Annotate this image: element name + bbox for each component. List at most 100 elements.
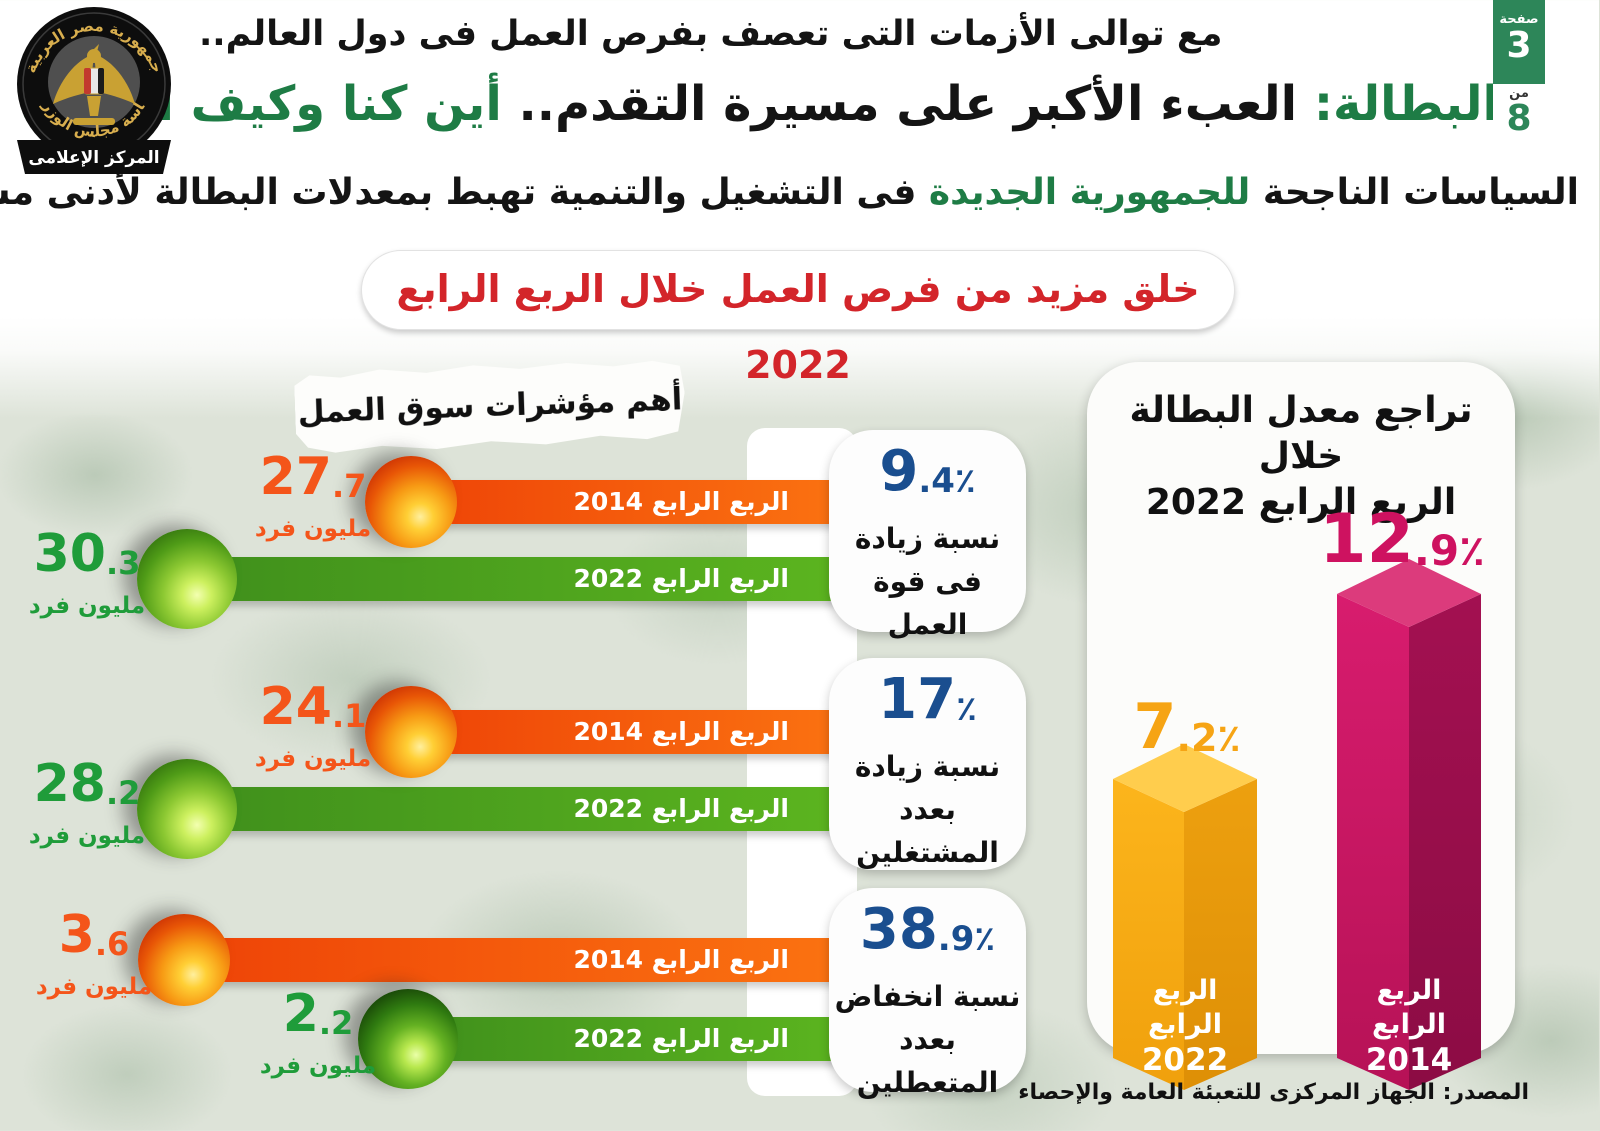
sphere-orange-unemployed <box>139 914 231 1006</box>
percent-sign-icon: ٪ <box>957 689 978 729</box>
page-of-word: من <box>1510 86 1530 101</box>
bar-2014-employed: الربع الرابع 2014 <box>412 710 850 754</box>
value-frac: .3 <box>106 544 142 582</box>
headline-sub-green: للجمهورية الجديدة <box>917 172 1252 213</box>
value-2014-labor-force: 27.7 مليون فرد <box>239 450 389 542</box>
column-label-text: الربع الرابع <box>1148 975 1224 1040</box>
page-indicator: صفحة 3 من 8 <box>1494 0 1546 144</box>
value-frac: .9٪ <box>1414 526 1486 575</box>
headline-sub-black2: فى التشغيل والتنمية تهبط بمعدلات البطالة… <box>0 172 918 213</box>
percent-int: 9 <box>880 439 920 504</box>
percent-sign-icon: ٪ <box>975 919 997 959</box>
bar-2022-employed: الربع الرابع 2022 <box>188 787 850 831</box>
bar-label-2022: الربع الرابع 2022 <box>574 564 790 593</box>
bar-label-2022: الربع الرابع 2022 <box>574 1024 790 1053</box>
bar-2014-unemployed: الربع الرابع 2014 <box>185 938 850 982</box>
sphere-green-labor-force <box>138 529 238 629</box>
sphere-orange-employed <box>366 686 458 778</box>
sphere-green-employed <box>138 759 238 859</box>
column-label-year: 2022 <box>1142 1042 1230 1078</box>
value-2014-employed: 24.1 مليون فرد <box>239 680 389 772</box>
page-total: 8 <box>1507 98 1533 139</box>
value-unit: مليون فرد <box>255 516 373 542</box>
logo-ribbon-text: المركز الإعلامى <box>29 148 160 168</box>
stat-desc-line: العمل <box>888 608 969 641</box>
value-int: 3 <box>59 905 96 965</box>
page-indicator-current: صفحة 3 <box>1494 0 1546 84</box>
value-frac: .2٪ <box>1177 716 1242 760</box>
labor-market-title: أهم مؤشرات سوق العمل <box>295 357 688 455</box>
bar-label-2014: الربع الرابع 2014 <box>574 717 790 746</box>
value-frac: .7 <box>332 467 368 505</box>
stat-panel-unemployed: 38.9٪ نسبة انخفاض بعدد المتعطلين <box>830 888 1027 1099</box>
percent-frac: .4٪ <box>919 461 977 501</box>
unemployment-title-line2: الربع الرابع 2022 <box>1146 482 1458 523</box>
percent-int: 38 <box>860 897 939 962</box>
bar-2022-labor-force: الربع الرابع 2022 <box>188 557 850 601</box>
stat-percent: 38.9٪ <box>861 898 996 975</box>
bar-label-2014: الربع الرابع 2014 <box>574 487 790 516</box>
headline-main-black: العبء الأكبر على مسيرة التقدم.. <box>502 76 1315 132</box>
value-unit: مليون فرد <box>29 593 147 619</box>
value-unit: مليون فرد <box>255 746 373 772</box>
bar-label-2014: الربع الرابع 2014 <box>574 945 790 974</box>
sphere-green-unemployed <box>359 989 459 1089</box>
value-unit: مليون فرد <box>29 823 147 849</box>
headline-topic: البطالة: <box>1314 76 1500 132</box>
value-frac: .1 <box>332 697 368 735</box>
stat-desc-line: فى قوة <box>874 565 983 598</box>
stat-desc-line: بعدد <box>900 793 957 826</box>
value-int: 28 <box>34 754 107 814</box>
headline-sub-black1: السياسات الناجحة <box>1251 172 1580 213</box>
stat-desc-line: المتعطلين <box>857 1066 1000 1099</box>
value-2022-employed: 28.2 مليون فرد <box>13 757 163 849</box>
value-2022-labor-force: 30.3 مليون فرد <box>13 527 163 619</box>
bar-label-2022: الربع الرابع 2022 <box>574 794 790 823</box>
percent-sign-icon: ٪ <box>955 461 977 501</box>
bar-2022-unemployed: الربع الرابع 2022 <box>409 1017 850 1061</box>
value-int: 7 <box>1134 690 1178 763</box>
bar-2014-labor-force: الربع الرابع 2014 <box>412 480 850 524</box>
page-indicator-total: من 8 <box>1494 84 1546 144</box>
value-2022-unemployed: 2.2 مليون فرد <box>244 987 394 1079</box>
stat-percent: 9.4٪ <box>880 440 976 517</box>
unemployment-title-line1: تراجع معدل البطالة خلال <box>1130 390 1474 477</box>
source-citation: المصدر: الجهاز المركزى للتعبئة العامة وا… <box>1019 1080 1530 1105</box>
percent-frac: ٪ <box>957 689 978 729</box>
stat-desc-line: المشتغلين <box>857 836 1000 869</box>
value-unit: مليون فرد <box>260 1053 378 1079</box>
unemployment-value-2022: 7.2٪ <box>1108 690 1268 763</box>
headline-main: البطالة: العبء الأكبر على مسيرة التقدم..… <box>20 76 1500 132</box>
value-int: 12 <box>1320 500 1415 579</box>
logo-ribbon: المركز الإعلامى <box>18 140 172 174</box>
value-unit: مليون فرد <box>36 974 154 1000</box>
stat-desc-line: بعدد <box>900 1023 957 1056</box>
stat-panel-employed: 17٪ نسبة زيادة بعدد المشتغلين <box>830 658 1027 870</box>
sphere-orange-labor-force <box>366 456 458 548</box>
headline-sub: السياسات الناجحة للجمهورية الجديدة فى ال… <box>0 172 1580 213</box>
value-int: 30 <box>34 524 107 584</box>
column-label-text: الربع الرابع <box>1372 975 1448 1040</box>
unemployment-title: تراجع معدل البطالة خلال الربع الرابع 202… <box>1088 388 1516 526</box>
eagle-icon <box>54 44 136 125</box>
value-frac: .2 <box>319 1004 355 1042</box>
red-banner: خلق مزيد من فرص العمل خلال الربع الرابع … <box>362 250 1236 387</box>
value-frac: .6 <box>95 925 131 963</box>
stat-panel-labor-force: 9.4٪ نسبة زيادة فى قوة العمل <box>830 430 1027 641</box>
page-number: 3 <box>1507 25 1533 66</box>
stat-percent: 17٪ <box>879 668 978 745</box>
value-int: 2 <box>283 984 320 1044</box>
percent-sign-icon: ٪ <box>1218 716 1242 760</box>
page-word: صفحة <box>1500 12 1540 27</box>
unemployment-value-2014: 12.9٪ <box>1318 500 1488 579</box>
value-frac: .2 <box>106 774 142 812</box>
headline-kicker: مع توالى الأزمات التى تعصف بفرص العمل فى… <box>200 14 1224 54</box>
percent-frac: .9٪ <box>938 919 997 959</box>
value-2014-unemployed: 3.6 مليون فرد <box>20 908 170 1000</box>
value-int: 24 <box>260 677 333 737</box>
stat-desc-line: نسبة زيادة <box>855 750 1002 783</box>
percent-int: 17 <box>879 667 958 732</box>
column-label-2022: الربع الرابع 2022 <box>1114 974 1258 1078</box>
stat-desc-line: نسبة زيادة <box>855 522 1002 555</box>
